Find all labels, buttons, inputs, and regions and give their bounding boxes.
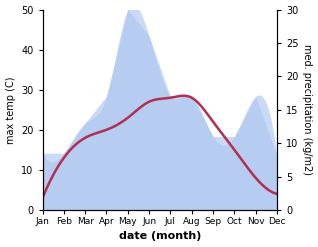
Y-axis label: max temp (C): max temp (C) — [5, 76, 16, 144]
Y-axis label: med. precipitation (kg/m2): med. precipitation (kg/m2) — [302, 44, 313, 175]
X-axis label: date (month): date (month) — [119, 231, 201, 242]
